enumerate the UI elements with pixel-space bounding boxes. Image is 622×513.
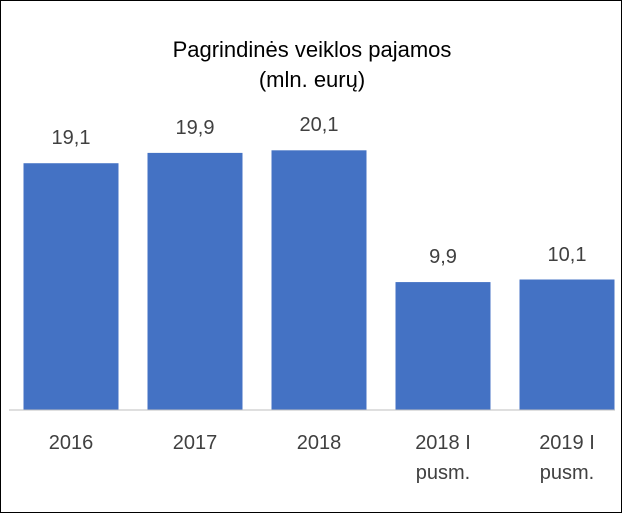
x-tick-label: 2018 I pusm. xyxy=(415,432,471,484)
bar xyxy=(147,152,243,410)
x-tick-label: 2018 xyxy=(296,432,342,454)
bar xyxy=(519,279,615,410)
x-tick-label: 2016 xyxy=(48,432,94,454)
value-label: 19,9 xyxy=(175,116,215,139)
value-label: 10,1 xyxy=(547,243,587,266)
bar xyxy=(395,282,491,410)
chart-title: Pagrindinės veiklos pajamos (mln. eurų) xyxy=(172,37,452,92)
value-label: 19,1 xyxy=(51,127,91,150)
bar xyxy=(23,163,119,410)
bar xyxy=(271,150,367,411)
x-tick-label: 2019 I pusm. xyxy=(539,432,595,484)
value-label: 20,1 xyxy=(299,114,339,137)
value-label: 9,9 xyxy=(429,246,457,269)
x-tick-label: 2017 xyxy=(172,432,218,454)
